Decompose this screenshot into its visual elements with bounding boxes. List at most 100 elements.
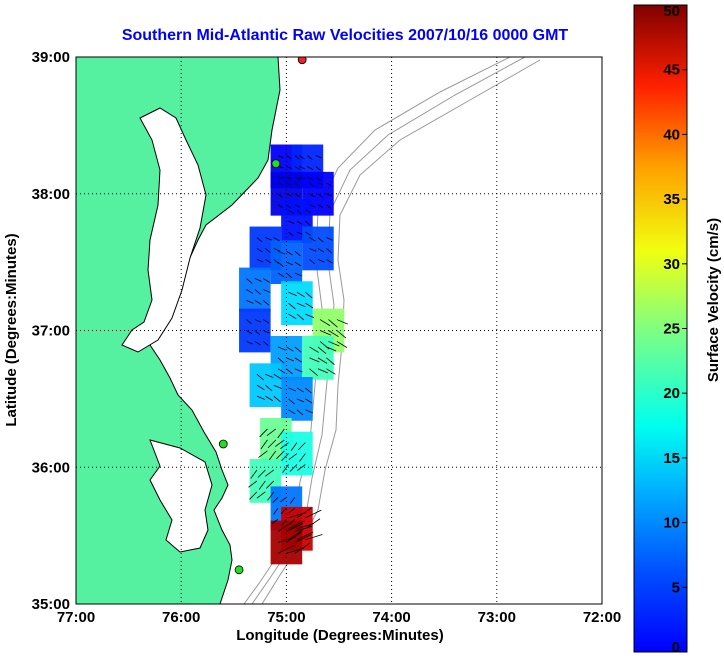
current-vector [296, 507, 312, 519]
current-vector [294, 176, 301, 180]
current-vector [254, 289, 261, 295]
current-vector [271, 518, 279, 525]
current-vector [326, 346, 337, 352]
current-vector [328, 319, 338, 328]
current-vector [317, 237, 324, 243]
current-vector [305, 313, 314, 319]
current-vector [326, 237, 333, 241]
current-vector [288, 507, 296, 514]
x-tick-label: 76:00 [162, 609, 200, 626]
current-vector [254, 300, 262, 305]
current-vector [277, 204, 283, 208]
current-vector [326, 193, 332, 197]
current-vector [296, 220, 303, 225]
chart-title: Southern Mid-Atlantic Raw Velocities 200… [122, 27, 569, 44]
current-vector [298, 176, 306, 180]
y-axis-ticks: 35:00 36:00 37:00 38:00 39:00 [32, 49, 70, 613]
current-vector [309, 357, 320, 363]
current-vector [317, 259, 325, 263]
current-vector [294, 182, 300, 187]
current-vector [309, 259, 316, 265]
current-vector [305, 409, 313, 414]
current-vector [256, 395, 266, 400]
current-vector [288, 398, 295, 405]
current-vector [286, 176, 293, 180]
colorbar-tick-label: 20 [663, 385, 680, 402]
current-vector [277, 272, 285, 278]
current-vector [286, 357, 295, 362]
current-vector [288, 409, 296, 415]
current-vector [315, 155, 322, 159]
current-vector [265, 248, 271, 254]
current-vector [298, 442, 306, 451]
current-vector [288, 291, 298, 297]
current-vector [273, 237, 280, 242]
current-vector [336, 341, 348, 348]
current-vector [305, 302, 314, 309]
current-vector [309, 237, 316, 242]
current-vector [315, 166, 322, 171]
current-vector [246, 319, 252, 325]
current-vector [268, 450, 277, 461]
current-vector [326, 357, 335, 365]
current-vector [326, 204, 332, 209]
current-vector [256, 248, 263, 253]
current-vector [262, 300, 270, 306]
x-tick-label: 77:00 [57, 609, 95, 626]
current-vector [307, 166, 314, 171]
current-vector [288, 453, 298, 460]
current-vector [286, 166, 292, 170]
plot-area [75, 56, 603, 605]
current-vector [277, 250, 285, 255]
current-vector [286, 346, 294, 352]
current-vector [286, 272, 293, 279]
colorbar-tick-label: 25 [663, 321, 680, 338]
current-vector [266, 480, 275, 489]
current-vector [280, 442, 289, 449]
current-vector [305, 220, 311, 226]
current-vector [309, 193, 315, 198]
current-vector [273, 373, 282, 380]
y-tick-label: 39:00 [32, 49, 70, 66]
current-vector [336, 330, 347, 339]
current-vector [326, 368, 336, 375]
current-vector [248, 480, 258, 488]
current-vector [267, 491, 275, 501]
current-vector [305, 387, 312, 394]
current-vector [286, 182, 292, 187]
station-marker [218, 439, 228, 449]
colorbar-tick-label: 45 [663, 62, 680, 79]
current-vector [265, 469, 275, 477]
colorbar-tick-label: 35 [663, 191, 680, 208]
current-vector [307, 176, 314, 181]
current-vector [317, 357, 328, 364]
current-vector [286, 250, 293, 256]
station-marker [234, 565, 244, 575]
current-vector [288, 387, 296, 392]
current-vector [254, 330, 261, 336]
x-tick-label: 73:00 [478, 609, 516, 626]
current-vector [296, 531, 314, 541]
station-marker [271, 159, 281, 169]
bay-water [121, 107, 207, 353]
current-vector [281, 453, 289, 461]
current-vector [294, 542, 311, 554]
y-tick-label: 38:00 [32, 186, 70, 203]
current-vector [286, 368, 293, 375]
current-vector [273, 508, 279, 515]
current-vector [286, 523, 304, 532]
current-vector [277, 346, 286, 351]
current-vector [277, 155, 284, 159]
current-vector [258, 450, 268, 458]
current-vector [296, 209, 302, 215]
current-vector [256, 384, 265, 391]
current-vector [294, 166, 300, 170]
x-tick-label: 72:00 [583, 609, 621, 626]
current-vector [296, 291, 305, 298]
current-vector [282, 464, 289, 473]
current-vector [265, 259, 272, 264]
x-axis-label: Longitude (Degrees:Minutes) [236, 627, 444, 644]
current-vector [273, 395, 281, 403]
current-vector [294, 357, 303, 363]
current-vector [256, 237, 263, 243]
